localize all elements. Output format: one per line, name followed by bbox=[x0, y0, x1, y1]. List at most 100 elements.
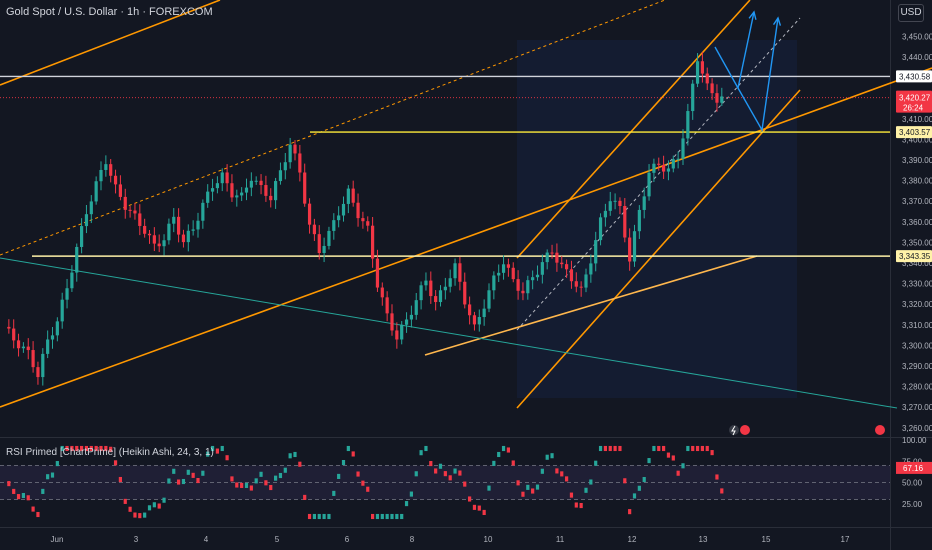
y-tick-label: 3,300.00 bbox=[902, 341, 932, 350]
rsi-candle bbox=[463, 481, 467, 487]
rsi-candle bbox=[434, 468, 438, 474]
x-tick-label: 4 bbox=[204, 535, 209, 544]
candle bbox=[390, 313, 394, 331]
rsi-candle bbox=[628, 509, 632, 515]
candle bbox=[671, 159, 675, 169]
flag-event-icon bbox=[875, 425, 885, 435]
rsi-candle bbox=[341, 459, 346, 466]
price-label-box bbox=[896, 126, 932, 139]
candle bbox=[676, 158, 680, 160]
candle bbox=[322, 245, 326, 254]
candle bbox=[705, 73, 709, 84]
rsi-candle bbox=[283, 467, 287, 473]
candle bbox=[458, 263, 462, 282]
rsi-tick-label: 75.00 bbox=[902, 457, 923, 466]
rsi-candle bbox=[419, 450, 423, 456]
currency-button[interactable]: USD bbox=[898, 4, 924, 22]
rsi-candle bbox=[94, 445, 98, 452]
rsi-candle bbox=[521, 491, 525, 497]
candle bbox=[26, 346, 30, 351]
candle bbox=[16, 340, 21, 349]
candle bbox=[443, 286, 447, 291]
candle bbox=[569, 269, 574, 282]
candle bbox=[453, 263, 457, 279]
rising-channel-upper-line bbox=[516, 0, 751, 259]
candle bbox=[104, 164, 108, 170]
rising-channel-lower-line bbox=[516, 89, 801, 409]
rsi-candle bbox=[642, 477, 646, 483]
candle bbox=[244, 187, 249, 193]
rsi-candle bbox=[468, 496, 472, 502]
rsi-candle bbox=[332, 490, 336, 496]
rsi-candle bbox=[162, 497, 166, 503]
candle bbox=[400, 324, 404, 340]
candle bbox=[80, 226, 84, 247]
rsi-candle bbox=[531, 488, 535, 494]
rsi-candle bbox=[143, 512, 147, 518]
candle bbox=[681, 138, 685, 159]
candle bbox=[361, 218, 365, 222]
rsi-candle bbox=[138, 513, 142, 519]
candle bbox=[60, 299, 64, 322]
rsi-candle bbox=[75, 445, 79, 452]
candle bbox=[191, 229, 195, 231]
rsi-candle bbox=[390, 513, 394, 520]
rsi-candle bbox=[307, 513, 312, 520]
candle bbox=[113, 175, 118, 185]
y-tick-label: 3,450.00 bbox=[902, 32, 932, 41]
candle bbox=[516, 279, 520, 291]
rsi-candle bbox=[366, 486, 370, 492]
chart-title: Gold Spot / U.S. Dollar · 1h · FOREXCOM bbox=[6, 6, 213, 18]
x-tick-label: 8 bbox=[410, 535, 415, 544]
candle bbox=[424, 280, 428, 286]
y-tick-label: 3,440.00 bbox=[902, 53, 932, 62]
rsi-candle bbox=[375, 513, 380, 520]
candle bbox=[608, 201, 612, 211]
candle bbox=[710, 83, 714, 94]
x-tick-label: Jun bbox=[51, 535, 64, 544]
rsi-candle bbox=[113, 460, 118, 466]
candle bbox=[133, 210, 137, 214]
candle bbox=[487, 290, 491, 309]
rsi-candle bbox=[380, 513, 384, 520]
candle bbox=[162, 240, 166, 247]
rsi-candle bbox=[41, 488, 45, 494]
x-tick-label: 11 bbox=[556, 535, 565, 544]
rsi-candle bbox=[128, 506, 132, 512]
candle bbox=[332, 220, 336, 231]
x-tick-label: 3 bbox=[134, 535, 139, 544]
candle bbox=[288, 144, 292, 163]
candle bbox=[404, 319, 409, 325]
rsi-candle bbox=[652, 445, 656, 452]
rsi-candle bbox=[303, 494, 307, 500]
rsi-candle bbox=[337, 473, 341, 479]
rsi-candle bbox=[584, 487, 588, 493]
candle bbox=[41, 353, 45, 378]
candle bbox=[632, 231, 637, 262]
candle bbox=[695, 61, 700, 84]
rsi-candle bbox=[458, 470, 462, 476]
rsi-candle bbox=[671, 455, 675, 461]
candle bbox=[123, 196, 127, 210]
rsi-tick-label: 100.00 bbox=[902, 436, 927, 445]
candle bbox=[395, 330, 399, 340]
price-label-box bbox=[896, 250, 932, 263]
lightning-glyph bbox=[731, 425, 736, 436]
candle bbox=[167, 223, 171, 241]
rsi-candle bbox=[371, 513, 375, 520]
rsi-candle bbox=[613, 445, 617, 452]
y-tick-label: 3,410.00 bbox=[902, 115, 932, 124]
rsi-candle bbox=[618, 445, 622, 452]
rsi-candle bbox=[555, 468, 559, 474]
rsi-candle bbox=[681, 463, 685, 469]
rsi-title: RSI Primed [ChartPrime] (Heikin Ashi, 24… bbox=[6, 447, 214, 458]
candle bbox=[662, 164, 666, 172]
candle bbox=[574, 281, 578, 287]
candle bbox=[12, 328, 16, 341]
x-tick-label: 6 bbox=[345, 535, 350, 544]
y-tick-label: 3,290.00 bbox=[902, 362, 932, 371]
candle bbox=[545, 252, 549, 263]
rsi-candle bbox=[424, 445, 428, 452]
rsi-candle bbox=[99, 445, 103, 452]
